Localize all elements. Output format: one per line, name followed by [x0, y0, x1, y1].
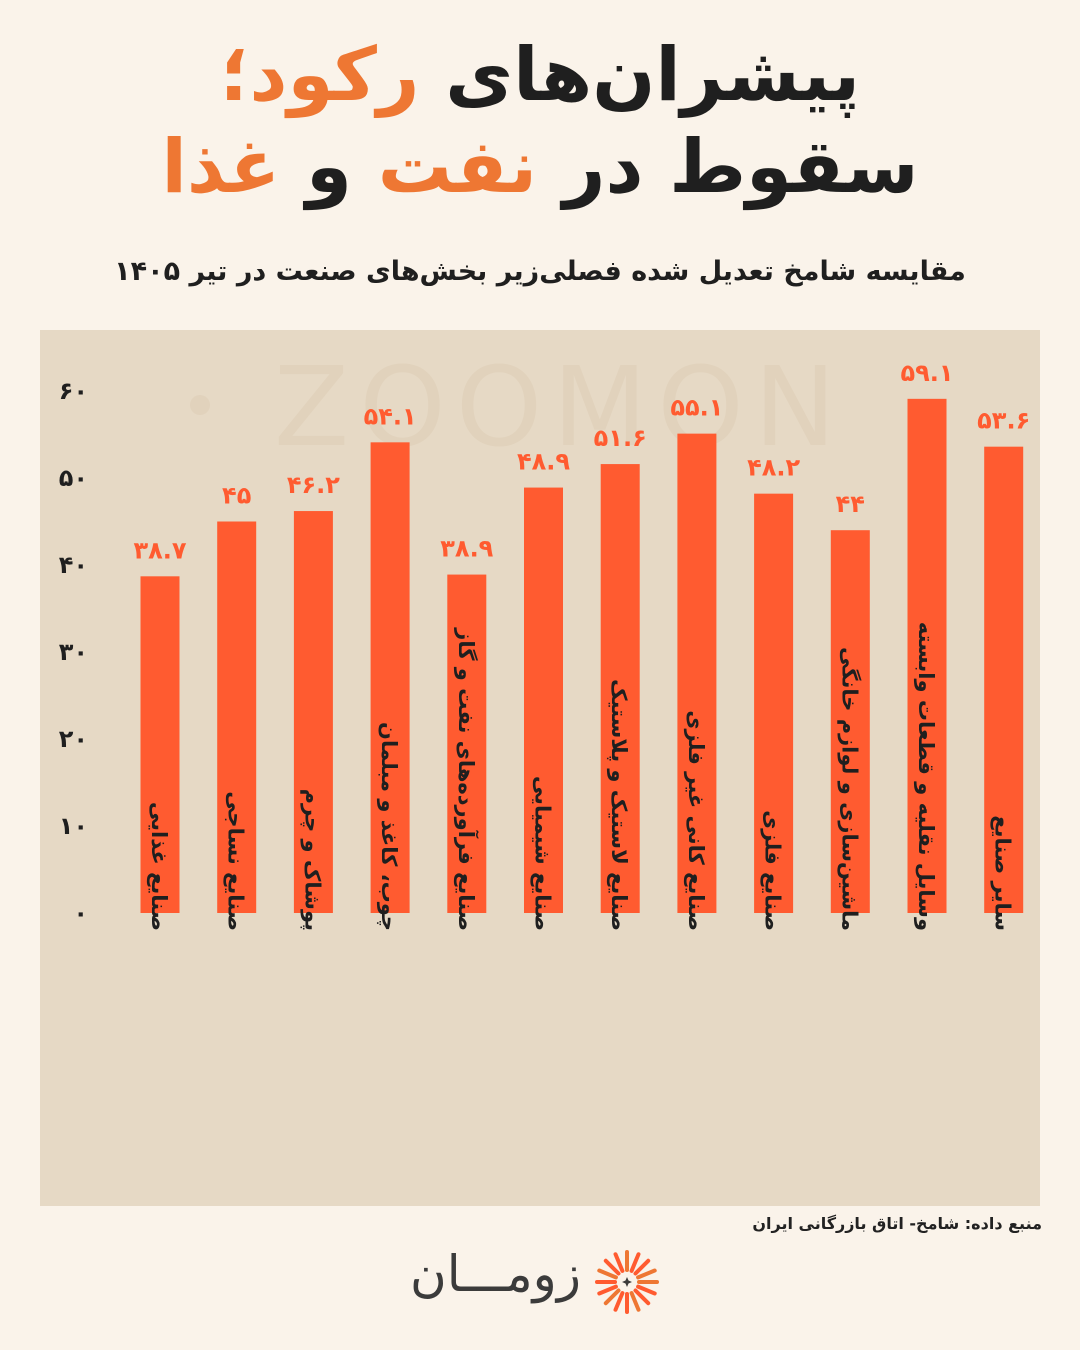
- chart-panel: ZOOMON ۰ ۱۰ ۲۰ ۳۰ ۴۰ ۵۰ ۶۰ ۳۸.۷ ۴۵ ۴۶.۲ ۵۴.۱ ۳۸.۹ ۴…: [40, 330, 1040, 1206]
- bar-chart: ZOOMON ۰ ۱۰ ۲۰ ۳۰ ۴۰ ۵۰ ۶۰ ۳۸.۷ ۴۵ ۴۶.۲ ۵۴.۱ ۳۸.۹ ۴…: [59, 343, 1031, 931]
- x-category-label: پوشاک و چرم: [300, 789, 324, 931]
- x-category-label: صنایع شیمیایی: [531, 776, 555, 931]
- watermark: ZOOMON: [190, 343, 846, 471]
- title-line2-dark-2: و: [305, 124, 352, 210]
- y-tick-label: ۱۰: [59, 812, 88, 840]
- y-tick-label: ۵۰: [59, 464, 88, 492]
- y-axis: ۰ ۱۰ ۲۰ ۳۰ ۴۰ ۵۰ ۶۰: [59, 377, 88, 927]
- title-line-2: سقوط در نفت و غذا: [0, 130, 1080, 204]
- x-category-label: صنایع فلزی: [761, 810, 785, 931]
- chart-subtitle: مقایسه شامخ تعدیل شده فصلی‌زیر بخش‌های ص…: [114, 256, 966, 287]
- bar-value-label: ۵۴.۱: [364, 402, 417, 430]
- x-category-label: صنایع کانی غیر فلزی: [684, 710, 708, 931]
- bar: [907, 398, 947, 913]
- bar-value-label: ۴۴: [836, 490, 865, 518]
- bar: [600, 464, 640, 913]
- bar: [677, 433, 717, 913]
- title-line2-accent-1: نفت: [377, 124, 538, 210]
- bar: [984, 446, 1024, 913]
- x-category-label: صنایع لاستیک و پلاستیک: [607, 679, 631, 931]
- y-tick-label: ۴۰: [59, 551, 88, 579]
- title-line2-dark-1: سقوط در: [562, 124, 919, 210]
- bar: [524, 487, 563, 913]
- bar: [293, 511, 333, 913]
- sun-burst-icon: [595, 1250, 659, 1314]
- watermark-sun-icon: [190, 395, 210, 415]
- y-tick-label: ۲۰: [59, 725, 88, 753]
- bar: [217, 521, 257, 913]
- bar-value-label: ۴۵: [222, 482, 251, 510]
- x-category-label: صنایع نساجی: [224, 791, 248, 931]
- x-category-label: صنایع غذایی: [147, 802, 171, 931]
- title-line1-dark: پیشران‌های: [445, 32, 861, 118]
- bar-value-label: ۵۹.۱: [900, 359, 953, 387]
- bar: [830, 530, 870, 913]
- bars: [140, 398, 1024, 913]
- bar-value-label: ۵۳.۶: [977, 407, 1030, 435]
- brand-name: زومـــان: [410, 1245, 581, 1303]
- bar: [140, 576, 180, 913]
- x-category-label: چوب، کاغذ و مبلمان: [377, 722, 401, 931]
- x-category-label: سایر صنایع: [991, 815, 1015, 931]
- watermark-text: ZOOMON: [274, 343, 846, 471]
- bar-value-label: ۴۸.۹: [517, 448, 570, 476]
- bar-value-label: ۴۸.۲: [747, 454, 800, 482]
- y-tick-label: ۳۰: [59, 638, 88, 666]
- bar-value-label: ۴۶.۲: [287, 471, 340, 499]
- bar: [370, 442, 410, 913]
- title-line2-accent-2: غذا: [161, 124, 281, 210]
- bar-value-label: ۳۸.۷: [133, 536, 186, 564]
- bar-value-label: ۳۸.۹: [440, 535, 493, 563]
- bar-value-label: ۵۱.۶: [594, 424, 647, 452]
- bar-value-label: ۵۵.۱: [670, 394, 723, 422]
- bar: [447, 574, 487, 913]
- title-line-1: پیشران‌های رکود؛: [0, 38, 1080, 112]
- x-category-label: صنایع فرآورده‌های نفت و گاز: [454, 627, 479, 931]
- title-line1-accent: رکود؛: [219, 32, 420, 118]
- y-tick-label: ۶۰: [59, 377, 88, 405]
- brand-logo: زومـــان: [410, 1245, 670, 1315]
- value-labels: ۳۸.۷ ۴۵ ۴۶.۲ ۵۴.۱ ۳۸.۹ ۴۸.۹ ۵۱.۶ ۵۵.۱ ۴۸.۲ ۴۴ ۵۹.۱…: [133, 359, 1030, 564]
- source-note: منبع داده: شامخ- اتاق بازرگانی ایران: [752, 1214, 1042, 1233]
- x-category-label: وسایل نقلیه و قطعات وابسته: [914, 622, 938, 931]
- x-category-label: ماشین‌سازی و لوازم خانگی: [837, 647, 862, 931]
- x-axis-labels: صنایع غذایی صنایع نساجی پوشاک و چرم چوب، کا…: [147, 622, 1015, 931]
- y-tick-label: ۰: [73, 899, 88, 927]
- bar: [754, 493, 794, 913]
